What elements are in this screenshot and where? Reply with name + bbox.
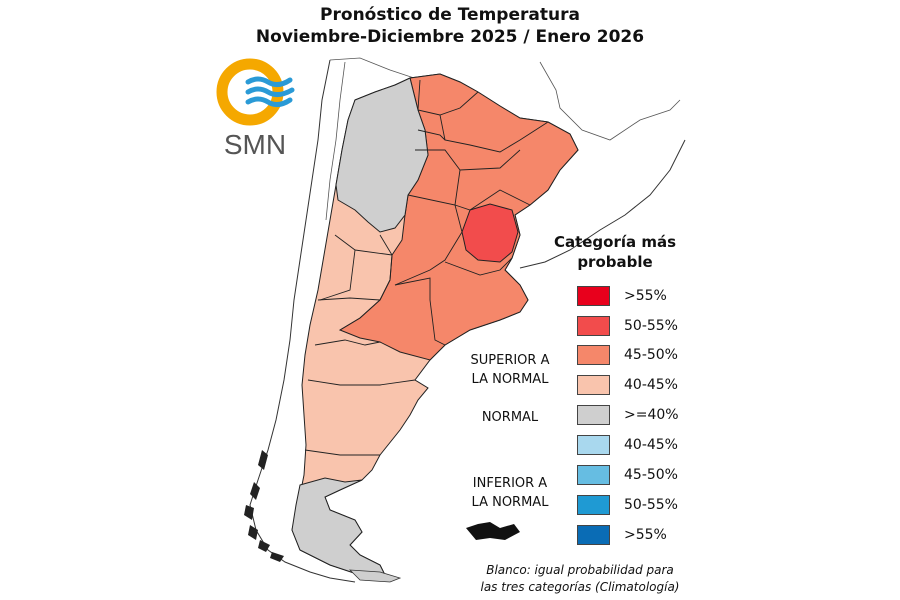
region-normal-northwest xyxy=(335,77,429,233)
region-50-55-buenos-aires xyxy=(461,203,519,263)
legend-item-normal: >=40% xyxy=(577,405,679,425)
legend-item-superior-50-55: 50-55% xyxy=(577,316,678,336)
legend-item-superior-gt55: >55% xyxy=(577,286,667,306)
smn-logo-text: SMN xyxy=(224,129,286,160)
legend-swatch xyxy=(577,495,610,515)
tierra-del-fuego-islands xyxy=(348,569,402,583)
legend-group-superior-line-2: LA NORMAL xyxy=(471,372,549,387)
legend-title: Categoría más probable xyxy=(540,232,690,272)
legend-swatch xyxy=(577,465,610,485)
region-normal-south xyxy=(291,477,386,576)
smn-waves-icon xyxy=(245,76,295,108)
legend-label: >55% xyxy=(624,527,667,543)
legend-label: 45-50% xyxy=(624,467,678,483)
legend-swatch xyxy=(577,286,610,306)
legend-group-normal: NORMAL xyxy=(450,408,570,427)
legend-title-line-1: Categoría más xyxy=(553,233,677,251)
legend-label: 45-50% xyxy=(624,347,678,363)
legend-swatch xyxy=(577,375,610,395)
brazil-border-outline xyxy=(539,61,681,141)
chile-coast-outline xyxy=(249,59,356,583)
footnote: Blanco: igual probabilidad para las tres… xyxy=(460,562,700,596)
legend-label: 50-55% xyxy=(624,497,678,513)
uruguay-coast-outline xyxy=(519,139,686,269)
legend-swatch xyxy=(577,525,610,545)
malvinas-islands xyxy=(466,522,520,540)
legend-item-superior-40-45: 40-45% xyxy=(577,375,678,395)
legend-label: 50-55% xyxy=(624,318,678,334)
legend-swatch xyxy=(577,435,610,455)
legend-group-inferior: INFERIOR A LA NORMAL xyxy=(450,474,570,512)
legend-group-superior-line-1: SUPERIOR A xyxy=(470,353,550,368)
title-line-1: Pronóstico de Temperatura xyxy=(320,5,580,25)
title-line-2: Noviembre-Diciembre 2025 / Enero 2026 xyxy=(255,27,645,47)
legend-item-inferior-45-50: 45-50% xyxy=(577,465,678,485)
legend-item-superior-45-50: 45-50% xyxy=(577,345,678,365)
legend-label: >55% xyxy=(624,288,667,304)
legend-swatch xyxy=(577,405,610,425)
smn-logo: SMN xyxy=(216,58,295,160)
legend-swatch xyxy=(577,316,610,336)
legend-title-line-2: probable xyxy=(577,253,653,271)
legend-swatch xyxy=(577,345,610,365)
legend-group-normal-label: NORMAL xyxy=(481,410,539,425)
legend-label: 40-45% xyxy=(624,377,678,393)
chile-inner-outline xyxy=(325,61,346,221)
footnote-line-2: las tres categorías (Climatología) xyxy=(480,580,680,594)
legend-item-inferior-50-55: 50-55% xyxy=(577,495,678,515)
legend-group-inferior-line-1: INFERIOR A xyxy=(472,476,548,491)
legend-group-superior: SUPERIOR A LA NORMAL xyxy=(450,351,570,389)
province-borders xyxy=(304,79,549,456)
legend-item-inferior-40-45: 40-45% xyxy=(577,435,678,455)
smn-sun-icon xyxy=(216,58,284,126)
region-45-50-north xyxy=(338,73,579,361)
map-title: Pronóstico de Temperatura Noviembre-Dici… xyxy=(0,4,900,48)
legend-item-inferior-gt55: >55% xyxy=(577,525,667,545)
footnote-line-1: Blanco: igual probabilidad para xyxy=(486,563,674,577)
legend-label: 40-45% xyxy=(624,437,678,453)
legend-group-inferior-line-2: LA NORMAL xyxy=(471,495,549,510)
chile-fjord-islands xyxy=(244,450,284,562)
legend-label: >=40% xyxy=(624,407,679,423)
